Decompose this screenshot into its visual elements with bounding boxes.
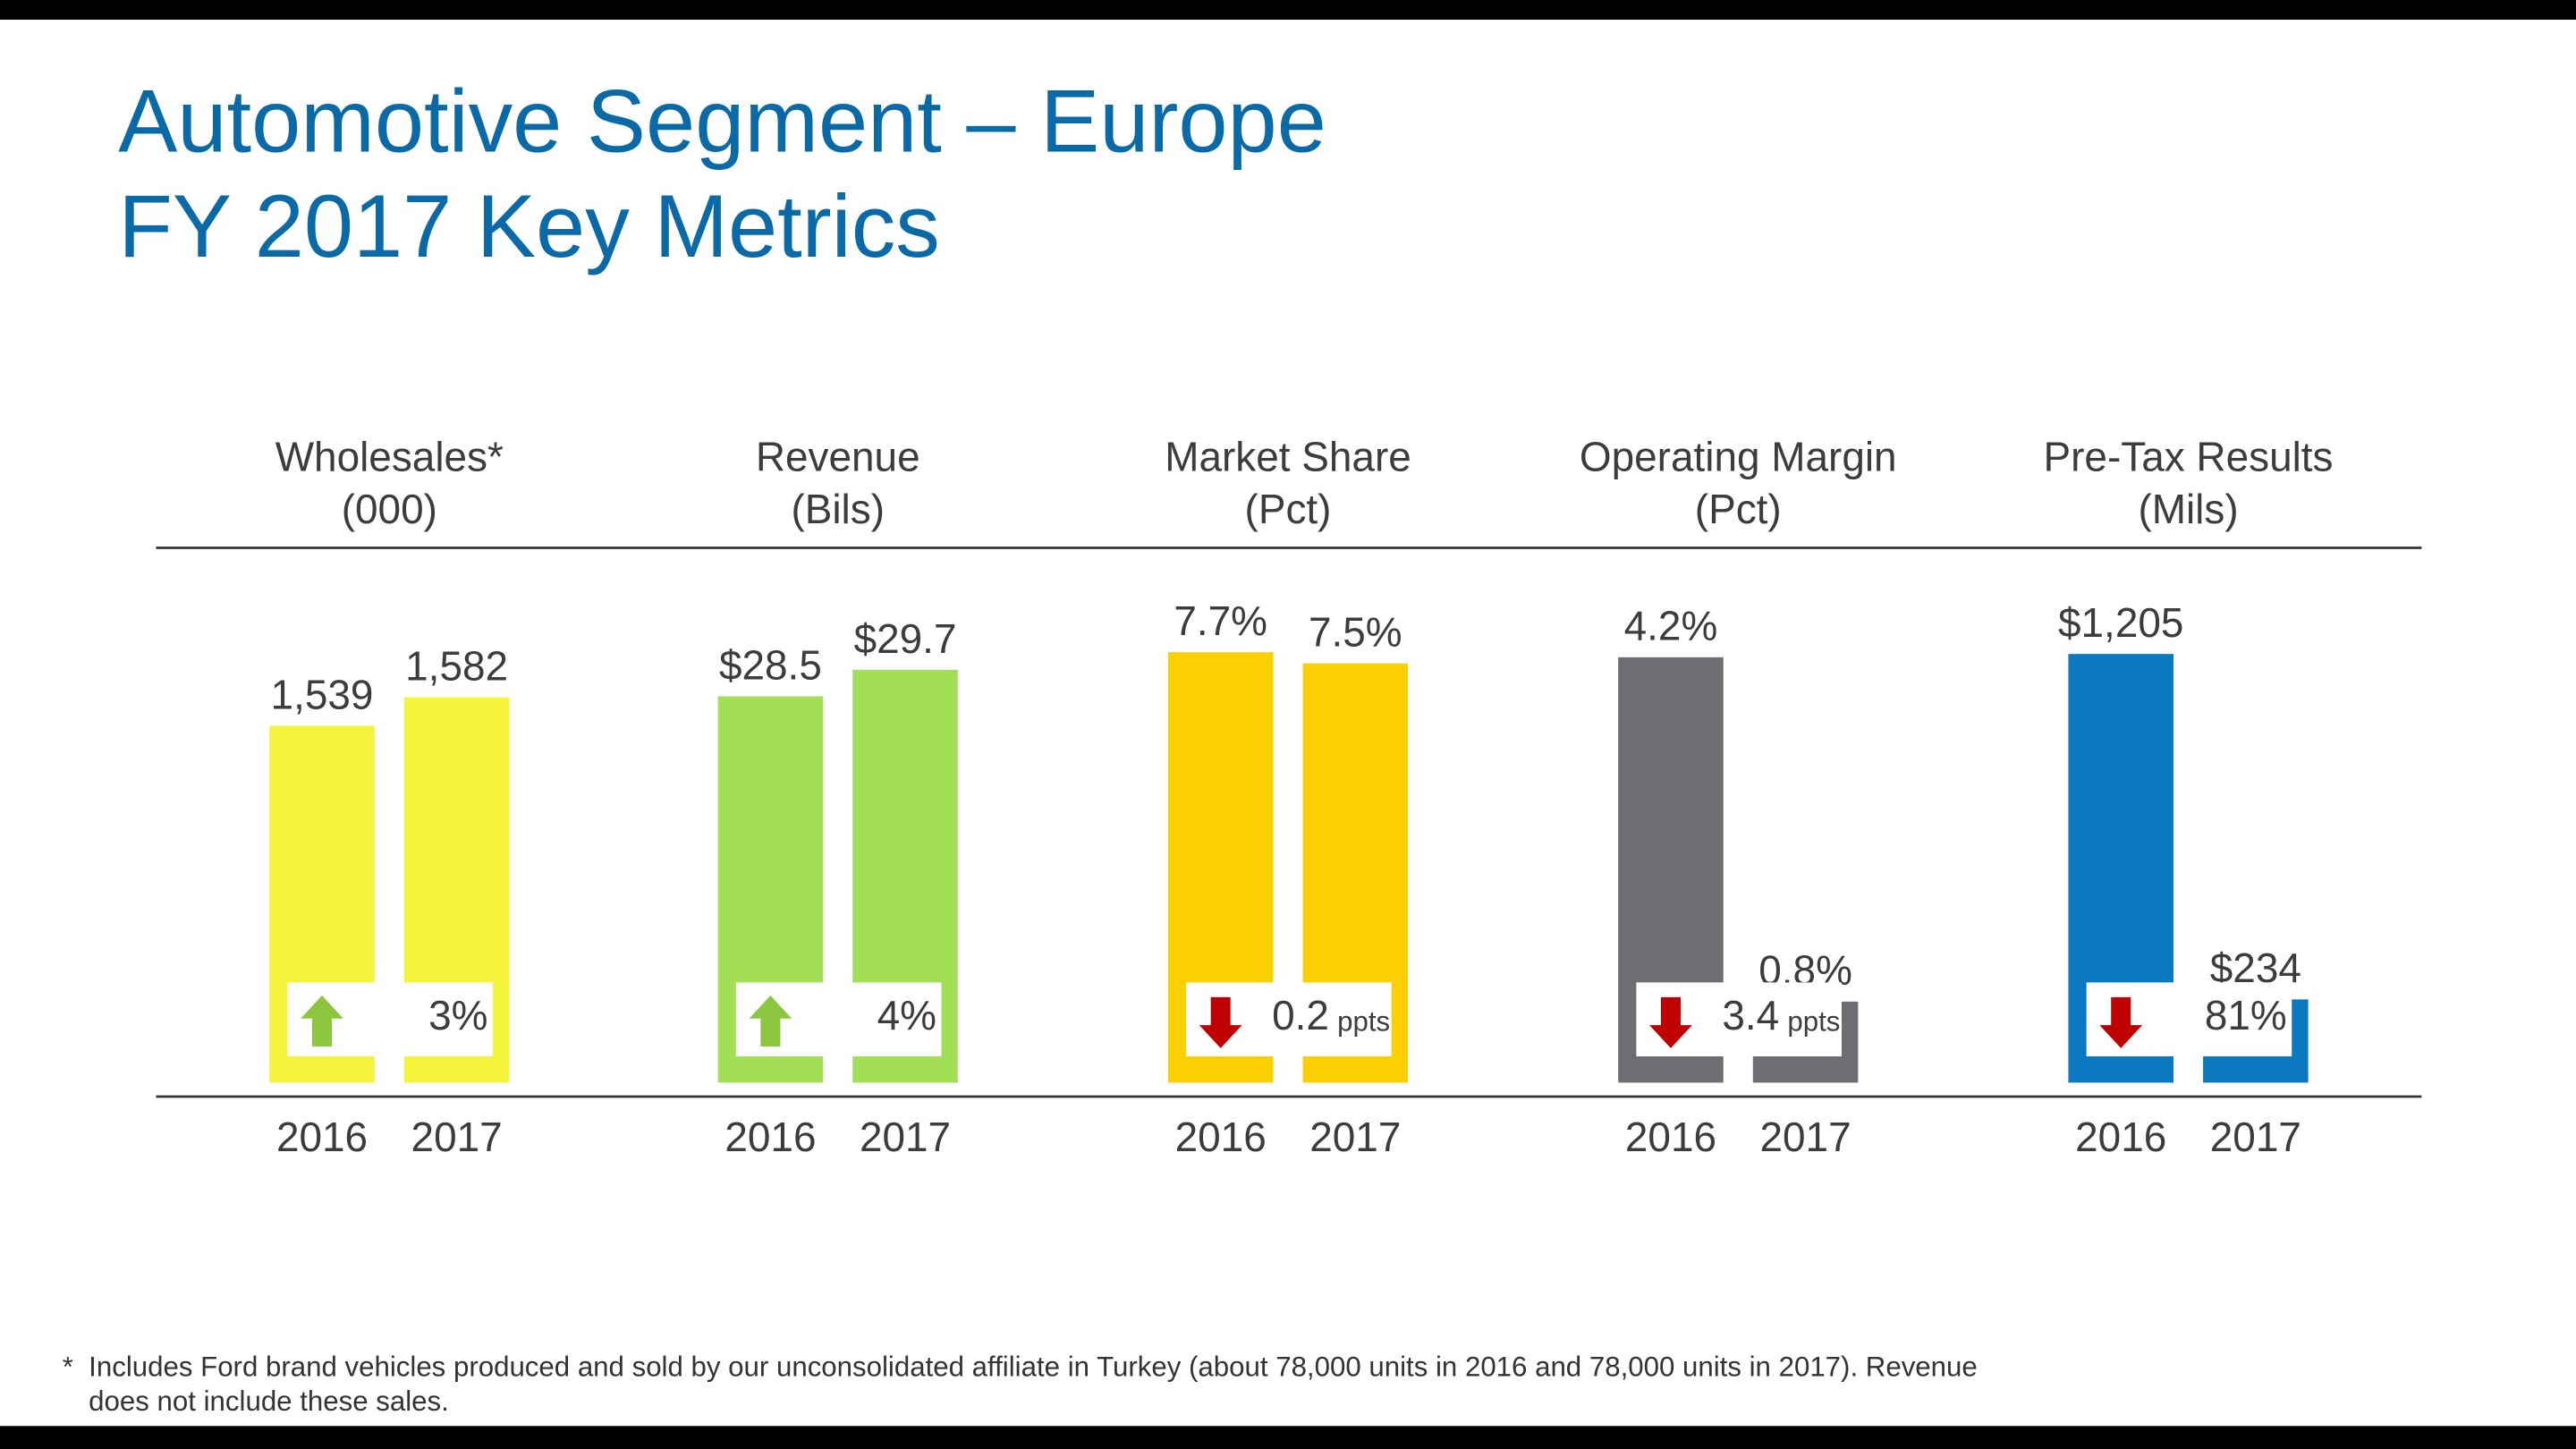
arrow-down <box>1199 996 1242 1048</box>
top-bar <box>0 0 2576 21</box>
x-tick-label: 2017 <box>860 1114 951 1160</box>
value-label: 7.5% <box>1309 609 1402 656</box>
bottom-bar <box>0 1426 2576 1449</box>
value-label: $1,205 <box>2058 599 2183 646</box>
x-tick-label: 2017 <box>411 1114 503 1160</box>
value-label: 1,539 <box>271 671 374 717</box>
chart-subtitle: (000) <box>342 486 437 532</box>
chart-subtitle: (Bils) <box>791 486 885 532</box>
title: Automotive Segment – Europe <box>118 72 1326 171</box>
value-label: $29.7 <box>854 615 957 662</box>
x-tick-label: 2016 <box>724 1114 816 1160</box>
chart-title: Pre-Tax Results <box>2044 433 2334 479</box>
change-label: 81% <box>2205 992 2287 1038</box>
chart-title: Revenue <box>756 433 920 479</box>
x-tick-label: 2017 <box>1760 1114 1852 1160</box>
footnote-marker: * <box>63 1351 73 1382</box>
chart-subtitle: (Mils) <box>2138 486 2238 532</box>
chart-title: Wholesales* <box>275 433 504 479</box>
arrow-up <box>301 996 343 1046</box>
title: FY 2017 Key Metrics <box>118 177 940 276</box>
x-tick-label: 2016 <box>276 1114 368 1160</box>
arrow-down <box>2099 996 2143 1048</box>
chart-title: Operating Margin <box>1580 433 1897 479</box>
footnote: does not include these sales. <box>89 1385 449 1417</box>
change-label: 4% <box>877 992 936 1038</box>
value-label: 1,582 <box>405 642 508 689</box>
change-label: 3% <box>428 992 487 1038</box>
x-tick-label: 2016 <box>1625 1114 1716 1160</box>
value-label: 7.7% <box>1174 597 1267 644</box>
change-unit: ppts <box>1337 1006 1390 1038</box>
arrow-up <box>749 996 792 1046</box>
change-label: 3.4 <box>1722 992 1779 1038</box>
change-label: 0.2 <box>1272 992 1329 1038</box>
change-unit: ppts <box>1787 1006 1840 1038</box>
chart-subtitle: (Pct) <box>1695 486 1782 532</box>
footnote: Includes Ford brand vehicles produced an… <box>89 1351 1978 1382</box>
value-label: $28.5 <box>719 641 822 688</box>
x-tick-label: 2017 <box>2210 1114 2301 1160</box>
x-tick-label: 2016 <box>1175 1114 1267 1160</box>
arrow-down <box>1649 996 1692 1048</box>
value-label: 4.2% <box>1624 603 1718 649</box>
x-tick-label: 2016 <box>2075 1114 2166 1160</box>
chart-subtitle: (Pct) <box>1245 486 1332 532</box>
chart-title: Market Share <box>1165 433 1411 479</box>
x-tick-label: 2017 <box>1309 1114 1401 1160</box>
